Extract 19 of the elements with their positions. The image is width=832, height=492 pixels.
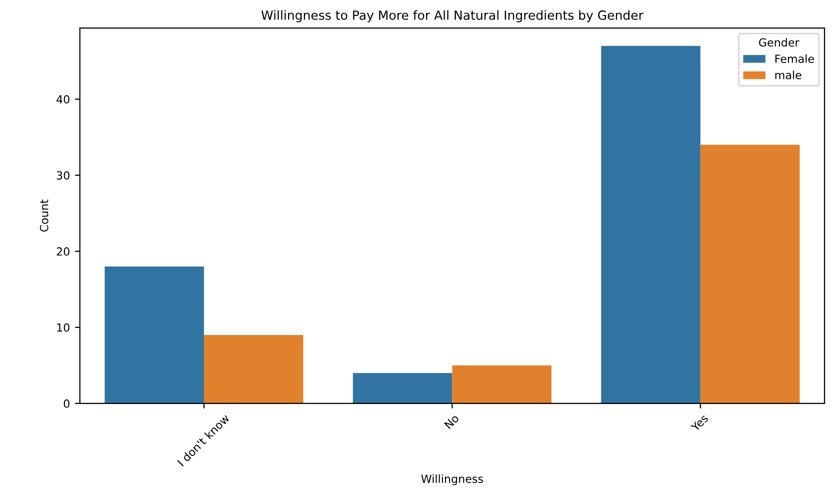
bar (601, 46, 700, 404)
y-tick-label: 40 (56, 95, 70, 104)
y-axis-title: Count (40, 200, 48, 232)
y-tick-label: 10 (57, 323, 70, 332)
legend-label: male (775, 70, 802, 80)
bar (452, 365, 552, 404)
bar (204, 334, 304, 404)
y-tick-label: 30 (56, 171, 70, 180)
legend-title: Gender (759, 38, 800, 47)
legend-label: Female (775, 54, 814, 63)
x-axis-title: Willingness (421, 474, 483, 486)
bar (352, 373, 452, 404)
y-tick-label: 20 (56, 247, 70, 256)
x-tick-label: No (444, 414, 460, 430)
chart-title: Willingness to Pay More for All Natural Ingredients by Gender (261, 10, 644, 22)
x-tick-label: Yes (690, 414, 709, 432)
y-tick-label: 0 (64, 399, 70, 408)
bar (700, 144, 800, 404)
bar (104, 266, 204, 404)
